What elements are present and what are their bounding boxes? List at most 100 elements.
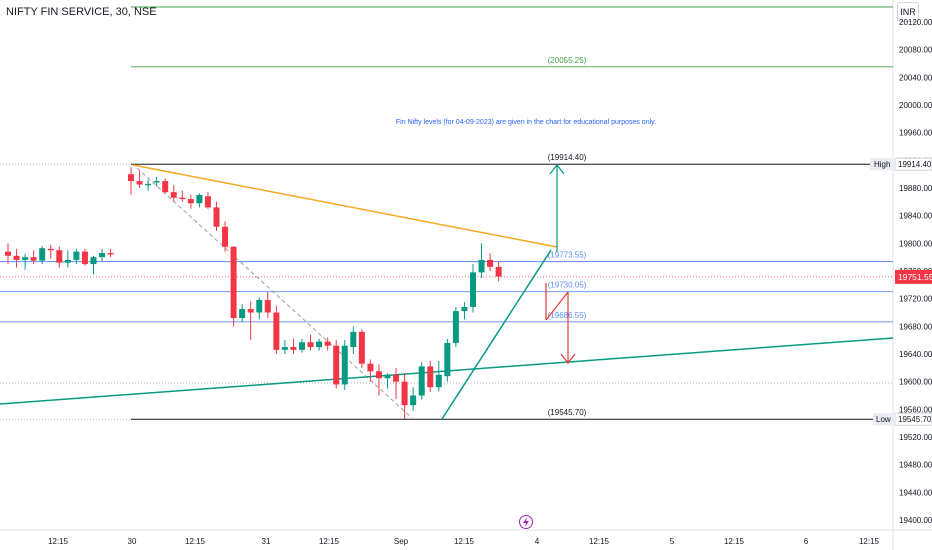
candle-body xyxy=(153,181,160,183)
candle-body xyxy=(444,342,451,377)
candle-body xyxy=(256,300,263,313)
y-tick-label: 19880.00 xyxy=(899,184,932,193)
y-tick-label: 19400.00 xyxy=(899,516,932,525)
candle-body xyxy=(487,259,494,267)
candle-body xyxy=(136,181,143,185)
candle-body xyxy=(350,331,357,348)
candle-body xyxy=(170,192,177,198)
x-tick-label: 12:15 xyxy=(589,537,610,546)
candle-body xyxy=(128,174,134,182)
candle-body xyxy=(39,248,46,261)
candle-body xyxy=(316,341,323,348)
candle-body xyxy=(384,374,391,379)
candle-body xyxy=(273,312,280,350)
candle-body xyxy=(196,194,203,204)
y-tick-label: 19720.00 xyxy=(899,295,932,304)
low-value: 19545.70 xyxy=(898,415,932,424)
level-label: (20055.25) xyxy=(548,56,587,65)
candle-body xyxy=(427,366,434,388)
y-tick-label: 20040.00 xyxy=(899,73,932,82)
low-value-bg xyxy=(894,412,932,426)
level-label: (19914.40) xyxy=(548,153,587,162)
symbol-title: NIFTY FIN SERVICE, 30, NSE xyxy=(6,6,157,18)
high-tag: High xyxy=(874,160,890,169)
green-rising-line xyxy=(441,249,552,420)
candle-body xyxy=(401,381,408,406)
y-tick-label: 19960.00 xyxy=(899,129,932,138)
candle-body xyxy=(64,259,71,263)
candle-body xyxy=(333,345,340,385)
x-tick-label: 5 xyxy=(670,537,675,546)
y-tick-label: 19800.00 xyxy=(899,239,932,248)
down-arrow-head xyxy=(560,353,576,364)
candle-body xyxy=(367,363,374,372)
y-tick-label: 20080.00 xyxy=(899,46,932,55)
down-arrow-part2 xyxy=(545,291,569,321)
candle-body xyxy=(470,272,476,307)
candle-body xyxy=(222,226,229,247)
x-tick-label: 12:15 xyxy=(319,537,340,546)
candles xyxy=(5,167,502,420)
candle-body xyxy=(22,257,29,260)
y-tick-label: 19520.00 xyxy=(899,433,932,442)
candle-body xyxy=(73,251,80,260)
candle-body xyxy=(452,311,459,343)
candle-body xyxy=(47,248,54,251)
candle-body xyxy=(281,347,288,350)
note-text: Fin Nifty levels (for 04-09-2023) are gi… xyxy=(396,119,656,126)
y-tick-label: 19680.00 xyxy=(899,322,932,331)
level-label: (19773.55) xyxy=(548,251,587,260)
last-price-tag: 19751.55 xyxy=(898,272,932,282)
x-tick-label: 12:15 xyxy=(724,537,745,546)
candle-body xyxy=(99,253,106,258)
price-tags: High 19914.40 Low 19545.70 19751.55 xyxy=(870,157,932,426)
level-label: (19545.70) xyxy=(548,408,587,417)
high-value: 19914.40 xyxy=(898,160,932,169)
currency-button[interactable]: INR xyxy=(897,2,919,22)
x-tick-label: 30 xyxy=(128,537,137,546)
candle-body xyxy=(307,342,314,348)
candle-body xyxy=(299,342,305,350)
x-tick-label: 6 xyxy=(804,537,809,546)
candle-body xyxy=(461,306,468,312)
candle-body xyxy=(290,347,297,350)
candle-body xyxy=(239,309,246,319)
high-value-bg xyxy=(894,157,932,171)
x-tick-label: 12:15 xyxy=(48,537,69,546)
y-tick-label: 20000.00 xyxy=(899,101,932,110)
candle-body xyxy=(247,309,254,313)
y-tick-label: 19600.00 xyxy=(899,378,932,387)
low-tag-bg xyxy=(873,413,893,426)
candle-body xyxy=(393,374,400,382)
x-tick-label: 12:15 xyxy=(454,537,475,546)
candle-body xyxy=(213,207,220,227)
candle-body xyxy=(324,341,331,346)
upper-trendline xyxy=(132,164,558,248)
candle-body xyxy=(264,300,271,313)
candle-body xyxy=(341,345,348,385)
candle-body xyxy=(30,257,37,261)
candle-body xyxy=(162,181,169,193)
low-tag: Low xyxy=(876,415,891,424)
candle-body xyxy=(179,197,186,200)
last-price-bg xyxy=(895,269,932,284)
candle-body xyxy=(358,331,365,364)
y-tick-label: 19840.00 xyxy=(899,212,932,221)
y-tick-label: 20120.00 xyxy=(899,18,932,27)
candle-body xyxy=(204,196,211,208)
candle-body xyxy=(410,395,417,406)
lightning-icon[interactable] xyxy=(519,515,533,529)
high-tag-bg xyxy=(870,158,893,171)
candle-body xyxy=(107,253,114,255)
x-tick-label: 12:15 xyxy=(185,537,206,546)
candle-body xyxy=(56,250,63,263)
level-label: (19730.05) xyxy=(548,281,587,290)
y-tick-label: 19440.00 xyxy=(899,488,932,497)
time-axis: 12:15 30 12:15 31 12:15 Sep 12:15 4 12:15 5 12:15 6… xyxy=(48,537,880,546)
candle-body xyxy=(145,183,152,186)
candle-body xyxy=(495,266,502,277)
level-lines: (19914.40) (19773.55) (19730.05) (19686.55)… xyxy=(0,6,893,420)
y-tick-label: 19480.00 xyxy=(899,461,932,470)
